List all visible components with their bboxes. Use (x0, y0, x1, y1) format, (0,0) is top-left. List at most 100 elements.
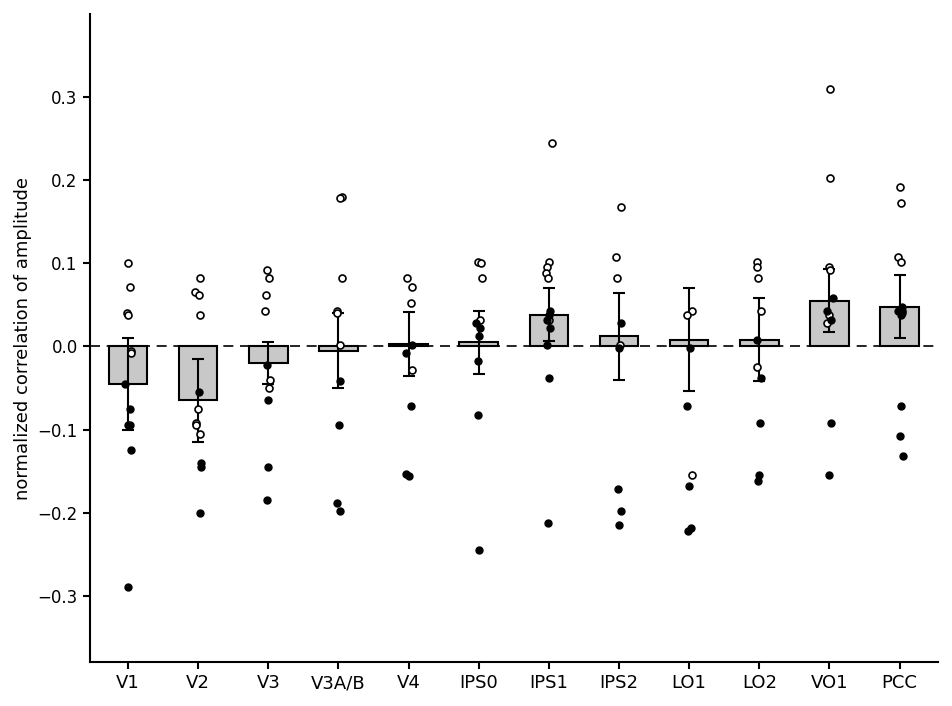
Point (684, 522, 699, 533)
Point (398, 468, 413, 479)
Point (822, 262, 837, 273)
Bar (249, 347, 288, 363)
Point (192, 309, 208, 321)
Bar (529, 315, 568, 347)
Point (330, 308, 346, 319)
Point (329, 497, 345, 508)
Point (402, 470, 417, 481)
Point (474, 273, 489, 284)
Bar (460, 342, 498, 347)
Point (890, 251, 905, 262)
Point (399, 347, 414, 359)
Bar (319, 347, 358, 351)
Point (749, 334, 764, 345)
Point (540, 262, 555, 273)
Point (823, 83, 838, 95)
Point (333, 376, 348, 387)
Point (122, 420, 137, 431)
Point (893, 400, 908, 412)
Point (470, 409, 486, 420)
Point (751, 273, 766, 284)
Point (328, 306, 344, 317)
Point (263, 374, 278, 385)
Point (894, 309, 909, 321)
Bar (109, 347, 148, 384)
Point (613, 505, 628, 517)
Point (332, 505, 347, 517)
Point (890, 306, 905, 317)
Point (472, 544, 487, 556)
Point (123, 347, 138, 359)
Point (541, 517, 556, 528)
Point (403, 297, 418, 309)
Point (119, 308, 134, 319)
Point (895, 306, 910, 317)
Point (753, 306, 768, 317)
Point (680, 525, 695, 537)
Point (752, 417, 767, 429)
Point (895, 301, 910, 312)
Point (260, 461, 275, 472)
Point (892, 181, 907, 193)
Point (262, 383, 277, 394)
Point (468, 318, 484, 329)
Bar (389, 344, 427, 347)
Point (121, 309, 136, 321)
Point (192, 273, 208, 284)
Point (117, 378, 132, 390)
Point (123, 403, 138, 414)
Point (472, 323, 487, 334)
Point (895, 450, 910, 462)
Bar (600, 337, 638, 347)
Point (400, 273, 415, 284)
Point (261, 395, 276, 406)
Point (542, 372, 557, 383)
Point (188, 417, 204, 429)
Point (822, 469, 837, 481)
Point (193, 461, 208, 472)
Point (334, 191, 349, 203)
Point (332, 193, 347, 204)
Point (683, 342, 698, 354)
Point (538, 268, 553, 279)
Point (188, 287, 203, 298)
Point (121, 582, 136, 593)
Point (474, 258, 489, 269)
Point (823, 417, 839, 429)
Point (681, 480, 696, 491)
Point (190, 403, 206, 414)
Point (261, 273, 276, 284)
Point (614, 201, 629, 213)
Point (472, 314, 487, 325)
Point (608, 251, 624, 262)
Point (259, 264, 274, 275)
Point (188, 420, 204, 431)
Point (120, 420, 135, 431)
Point (751, 475, 766, 486)
Point (259, 359, 274, 371)
Point (542, 256, 557, 268)
Point (259, 495, 274, 506)
Y-axis label: normalized correlation of amplitude: normalized correlation of amplitude (14, 176, 31, 500)
Point (543, 323, 558, 334)
Point (893, 198, 908, 209)
Bar (670, 340, 708, 347)
Point (259, 289, 274, 301)
Point (192, 428, 208, 439)
Point (893, 256, 908, 268)
Point (193, 457, 208, 469)
Point (334, 273, 349, 284)
Point (542, 309, 557, 321)
Bar (179, 347, 217, 400)
Point (123, 345, 138, 357)
Point (823, 314, 839, 325)
Point (824, 292, 840, 304)
Point (471, 331, 486, 342)
Point (258, 306, 273, 317)
Point (611, 520, 626, 531)
Point (822, 309, 837, 321)
Point (679, 400, 694, 412)
Point (404, 339, 419, 350)
Point (751, 469, 766, 481)
Point (191, 386, 207, 397)
